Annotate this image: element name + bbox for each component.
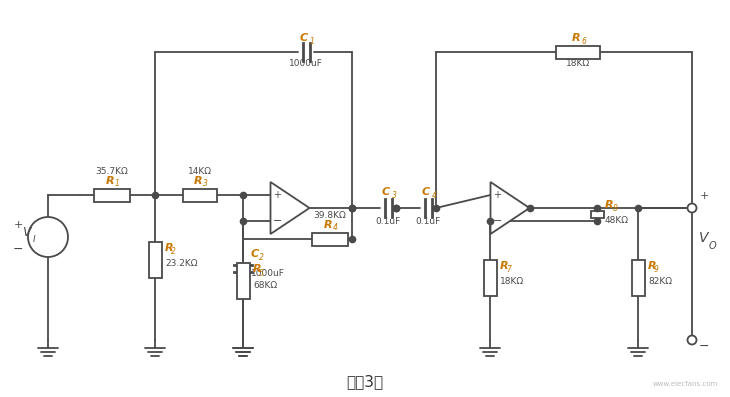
Text: 0.1uF: 0.1uF xyxy=(375,218,401,227)
Text: 82KΩ: 82KΩ xyxy=(648,278,672,287)
Text: R: R xyxy=(193,176,202,186)
Text: −: − xyxy=(493,216,502,226)
Text: 3: 3 xyxy=(391,191,396,200)
Text: 1000uF: 1000uF xyxy=(251,270,285,279)
Text: 35.7KΩ: 35.7KΩ xyxy=(96,166,128,175)
Bar xyxy=(183,189,217,202)
Text: 8: 8 xyxy=(613,204,618,213)
Text: 48KΩ: 48KΩ xyxy=(605,216,629,225)
Text: 68KΩ: 68KΩ xyxy=(253,281,277,289)
Text: 7: 7 xyxy=(506,266,511,274)
Text: C: C xyxy=(382,187,390,197)
Text: −: − xyxy=(273,216,283,226)
Text: I: I xyxy=(33,235,35,243)
Text: C: C xyxy=(251,249,259,259)
Text: R: R xyxy=(605,200,614,210)
Text: R: R xyxy=(165,243,174,253)
Text: 0.1uF: 0.1uF xyxy=(415,218,441,227)
Text: +: + xyxy=(13,220,23,230)
Text: 1: 1 xyxy=(310,37,315,46)
Bar xyxy=(483,260,496,296)
Text: +: + xyxy=(274,190,282,200)
Bar xyxy=(631,260,645,296)
Text: 6: 6 xyxy=(582,37,586,46)
Bar xyxy=(312,233,348,245)
Text: C: C xyxy=(422,187,430,197)
Text: 18KΩ: 18KΩ xyxy=(566,60,590,69)
Bar xyxy=(148,242,161,278)
Circle shape xyxy=(28,217,68,257)
Text: 4: 4 xyxy=(431,191,437,200)
Text: 5: 5 xyxy=(259,268,264,278)
Text: R: R xyxy=(572,33,580,43)
Text: 4: 4 xyxy=(333,224,337,233)
Text: 9: 9 xyxy=(654,266,659,274)
Text: −: − xyxy=(699,339,710,353)
Text: −: − xyxy=(12,243,23,256)
Text: 图（3）: 图（3） xyxy=(347,374,383,389)
Text: R: R xyxy=(253,264,261,274)
Text: 23.2KΩ: 23.2KΩ xyxy=(165,260,198,268)
Bar xyxy=(237,263,250,299)
Text: 1: 1 xyxy=(115,179,120,189)
Text: 2: 2 xyxy=(171,247,176,256)
Text: +: + xyxy=(493,190,502,200)
Text: R: R xyxy=(323,220,332,230)
Text: +: + xyxy=(699,191,709,201)
Text: R: R xyxy=(648,261,656,271)
Circle shape xyxy=(688,204,696,212)
Text: 14KΩ: 14KΩ xyxy=(188,166,212,175)
Text: R: R xyxy=(106,176,115,186)
Circle shape xyxy=(688,335,696,345)
Polygon shape xyxy=(491,182,529,234)
Text: C: C xyxy=(300,33,308,43)
Bar xyxy=(591,211,604,218)
Text: www.elecfans.com: www.elecfans.com xyxy=(653,381,718,387)
Text: 39.8KΩ: 39.8KΩ xyxy=(314,210,346,220)
Text: 3: 3 xyxy=(202,179,207,189)
Text: 1000uF: 1000uF xyxy=(289,60,323,69)
Text: V: V xyxy=(22,225,30,239)
Polygon shape xyxy=(271,182,310,234)
Text: 2: 2 xyxy=(259,254,264,262)
Text: R: R xyxy=(500,261,509,271)
Bar xyxy=(556,46,600,58)
Text: V: V xyxy=(699,231,709,245)
Text: 18KΩ: 18KΩ xyxy=(500,278,524,287)
Text: O: O xyxy=(708,241,716,251)
Bar xyxy=(94,189,130,202)
